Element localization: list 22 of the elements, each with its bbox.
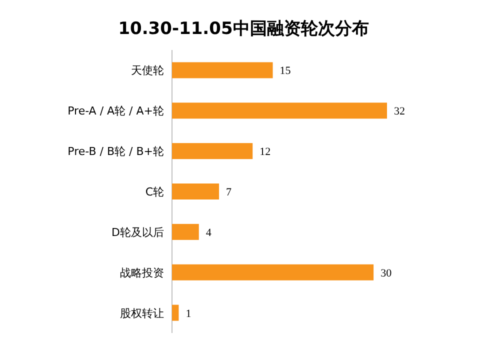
data-label: 7	[226, 186, 232, 198]
y-tick-label: D轮及以后	[112, 226, 164, 239]
data-label: 15	[280, 65, 292, 78]
data-label: 4	[206, 226, 212, 239]
data-label: 30	[380, 267, 392, 280]
data-label: 32	[394, 106, 405, 118]
y-tick-label: 股权转让	[120, 306, 164, 320]
y-tick-label: Pre-B / B轮 / B+轮	[68, 145, 164, 158]
y-tick-label: 战略投资	[120, 266, 164, 280]
y-tick-label: C轮	[145, 186, 164, 198]
bar	[172, 143, 253, 160]
bar	[172, 304, 179, 321]
data-label: 1	[186, 308, 192, 320]
bar	[172, 264, 374, 280]
bar	[172, 62, 273, 78]
bar	[172, 102, 387, 119]
y-tick-label: Pre-A / A轮 / A+轮	[68, 104, 164, 118]
y-tick-label: 天使轮	[131, 64, 164, 78]
data-label: 12	[260, 146, 271, 158]
bar	[172, 224, 199, 240]
chart-title: 10.30-11.05中国融资轮次分布	[118, 19, 369, 39]
bar	[172, 184, 220, 200]
